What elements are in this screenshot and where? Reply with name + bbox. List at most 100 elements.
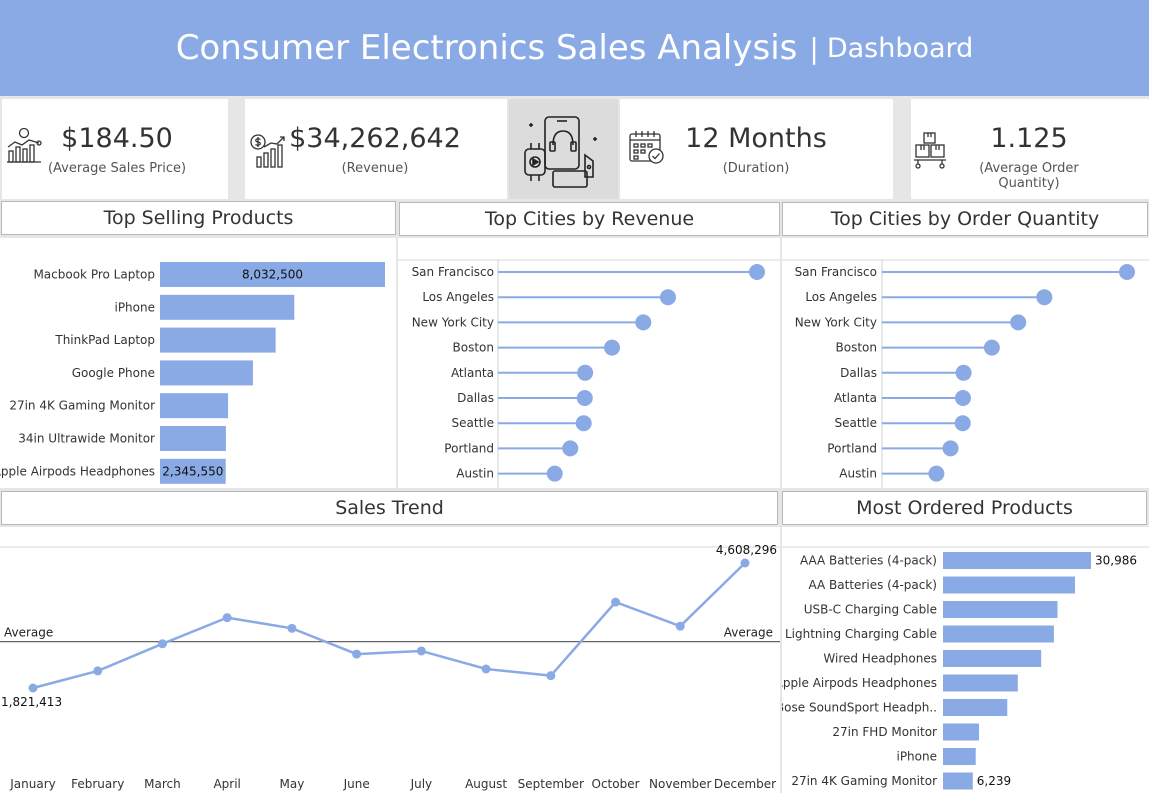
lollipop-dot [575,415,592,432]
data-label: 30,986 [1095,554,1137,568]
lollipop-dot [635,314,652,331]
trend-point [222,613,232,623]
data-label: 1,821,413 [1,695,62,709]
bar [943,748,976,765]
trend-point [157,639,167,649]
top-cities-quantity-chart-panel: San Francisco Los Angeles New York City Bos… [782,238,1149,488]
category-label: Los Angeles [805,290,877,304]
category-label: Apple Airpods Headphones [0,464,155,478]
x-tick-label: July [410,777,433,791]
category-label: Dallas [840,366,877,380]
lollipop-dot [954,390,971,406]
average-label-right: Average [724,626,773,640]
lollipop-dot [954,415,971,432]
bar [943,552,1091,569]
kpi-label: (Average Sales Price) [47,161,187,176]
bar [160,426,226,451]
x-tick-label: March [144,777,181,791]
category-label: AA Batteries (4-pack) [808,578,937,592]
trend-point [740,558,750,568]
lollipop-dot [546,465,563,482]
x-tick-label: January [9,777,56,791]
data-label: 2,345,550 [162,464,223,478]
category-label: Bose SoundSport Headph.. [782,701,937,715]
category-label: Austin [456,467,494,481]
category-label: ThinkPad Laptop [54,333,155,347]
trend-point [28,683,38,693]
electronics-icon [524,116,597,188]
category-label: Google Phone [72,366,155,380]
lollipop-dot [562,440,579,457]
bar [943,625,1054,643]
dashboard-title: Consumer Electronics Sales Analysis [175,28,798,68]
kpi-average-order-quantity: 1.125 (Average Order Quantity) [911,99,1149,199]
trend-point [546,671,556,681]
x-tick-label: May [280,777,305,791]
x-tick-label: November [649,777,711,791]
data-label: 8,032,500 [242,268,303,282]
trend-line [32,562,746,690]
lollipop-dot [576,390,593,406]
category-label: Apple Airpods Headphones [782,676,937,690]
category-label: Portland [444,441,494,455]
category-label: Boston [836,341,877,355]
category-label: New York City [795,315,877,329]
category-label: Boston [453,341,494,355]
price-chart-icon [7,127,42,163]
top-cities-revenue-chart: San Francisco Los Angeles New York City Bos… [398,259,780,488]
panel-title-top-cities-quantity: Top Cities by Order Quantity [782,202,1148,236]
kpi-label: (Duration) [722,161,790,176]
category-label: San Francisco [412,265,494,279]
category-label: 27in 4K Gaming Monitor [9,399,155,413]
bar [160,393,229,419]
bar [943,650,1042,667]
trend-point [352,649,362,659]
category-label: 27in 4K Gaming Monitor [791,774,937,788]
most-ordered-chart: AAA Batteries (4-pack) 30,986 AA Batteries… [775,546,1149,790]
bar [160,360,253,386]
panel-title-top-cities-revenue: Top Cities by Revenue [399,202,780,236]
bar [943,699,1008,716]
lollipop-dot [749,264,765,280]
kpi-value: $34,262,642 [289,123,461,154]
lollipop-dot [659,289,676,306]
kpi-value: 1.125 [990,123,1068,154]
trend-point [287,623,297,633]
x-tick-label: October [592,777,640,791]
trend-point [675,621,685,631]
lollipop-dot [942,440,959,457]
kpi-value: $184.50 [61,123,173,154]
trend-point [481,664,491,674]
x-tick-label: June [343,777,370,791]
category-label: San Francisco [795,265,877,279]
category-label: Dallas [457,391,494,405]
lollipop-dot [983,339,1000,356]
category-label: Seattle [835,416,877,430]
category-label: iPhone [114,300,155,314]
bar [160,458,226,484]
trend-point [416,646,426,656]
x-tick-label: September [518,777,584,791]
bar [160,262,385,287]
category-label: Los Angeles [422,290,494,304]
bar [943,576,1075,594]
category-label: Portland [827,441,877,455]
kpi-average-sales-price: $184.50 (Average Sales Price) [2,99,228,199]
kpi-label: (Average Order Quantity) [979,161,1079,191]
average-label-left: Average [4,626,53,640]
lollipop-dot [1119,264,1135,280]
boxes-icon [914,132,946,169]
category-label: Lightning Charging Cable [785,627,937,641]
bar [160,327,276,353]
dashboard-header: Consumer Electronics Sales Analysis | Da… [0,0,1149,96]
sales-trend-chart: Average Average January February March April M… [0,543,780,791]
x-tick-label: December [714,777,776,791]
panel-title-most-ordered: Most Ordered Products [782,491,1147,525]
x-tick-label: August [465,777,507,791]
lollipop-dot [955,364,972,381]
bar [160,294,295,320]
category-label: 34in Ultrawide Monitor [18,432,155,446]
kpi-label: (Revenue) [341,161,409,176]
category-label: USB-C Charging Cable [804,603,937,617]
panel-title-sales-trend: Sales Trend [1,491,778,525]
